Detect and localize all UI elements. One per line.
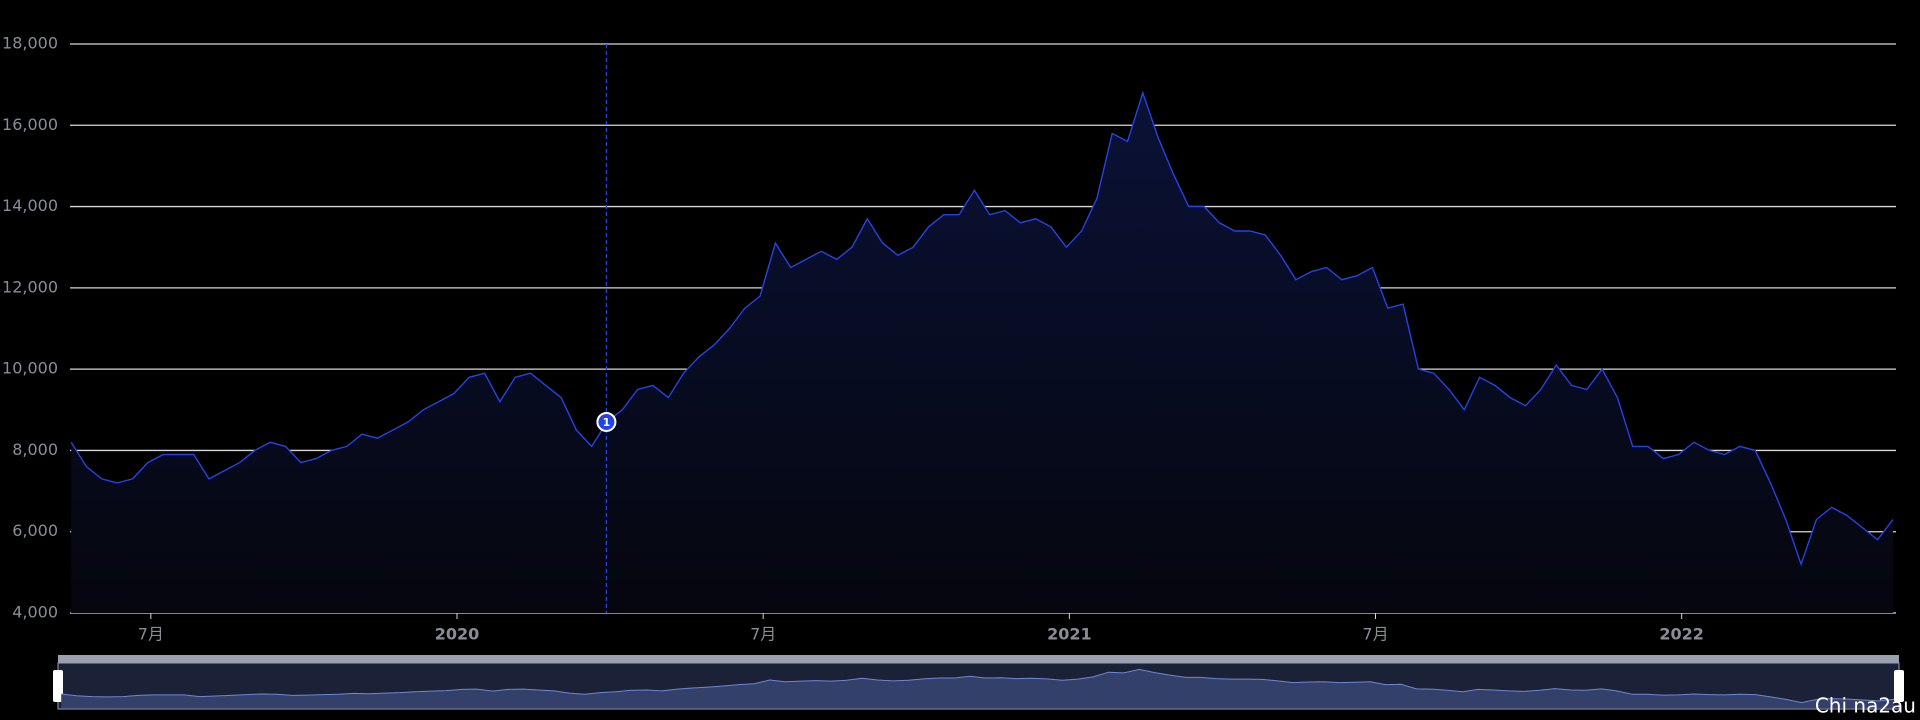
zoom-handle-right[interactable]	[1894, 670, 1904, 702]
overview-area	[61, 669, 1894, 708]
marker-label: 1	[603, 416, 611, 429]
y-tick-label: 8,000	[12, 440, 58, 459]
y-tick-label: 6,000	[12, 521, 58, 540]
y-tick-label: 10,000	[2, 359, 58, 378]
area	[71, 92, 1893, 614]
x-tick-label: 2022	[1659, 625, 1704, 644]
x-tick-label: 7月	[138, 625, 164, 644]
y-tick-label: 18,000	[2, 34, 58, 53]
zoom-top-bar[interactable]	[58, 655, 1899, 663]
x-tick-label: 2020	[435, 625, 480, 644]
marker	[596, 411, 617, 432]
x-tick-label: 2021	[1047, 625, 1092, 644]
y-tick-label: 4,000	[12, 603, 58, 622]
line	[70, 90, 1894, 567]
x-tick-label: 7月	[1362, 625, 1388, 644]
y-tick-label: 12,000	[2, 277, 58, 296]
overview-line	[61, 668, 1894, 704]
watermark: Chi na2au	[1815, 694, 1916, 718]
y-tick-label: 14,000	[2, 196, 58, 215]
y-tick-label: 16,000	[2, 115, 58, 134]
x-tick-label: 7月	[750, 625, 776, 644]
zoom-handle-left[interactable]	[53, 670, 63, 702]
